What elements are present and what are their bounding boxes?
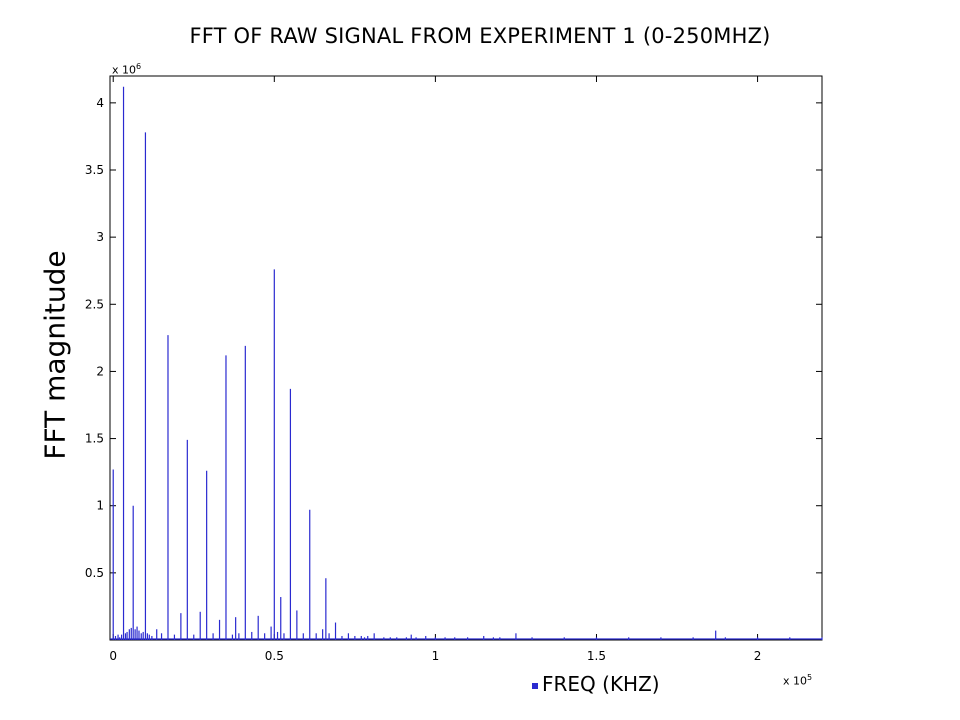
x-tick-label: 2: [754, 649, 762, 663]
y-tick-label: 3.5: [85, 163, 104, 177]
y-tick-label: 4: [96, 96, 104, 110]
chart-title: FFT OF RAW SIGNAL FROM EXPERIMENT 1 (0-2…: [189, 24, 771, 48]
plot-frame: [109, 75, 823, 641]
y-multiplier: x 106: [112, 62, 142, 77]
y-tick-label: 1: [96, 499, 104, 513]
y-tick-label: 1.5: [85, 432, 104, 446]
y-tick-label: 0.5: [85, 566, 104, 580]
x-tick-label: 0.5: [265, 649, 284, 663]
legend-swatch: [532, 682, 538, 689]
y-tick-label: 3: [96, 230, 104, 244]
x-axis-label-text: FREQ (KHZ): [542, 672, 660, 696]
y-axis-label: FFT magnitude: [38, 250, 72, 460]
y-tick-label: 2: [96, 364, 104, 378]
y-tick-label: 2.5: [85, 297, 104, 311]
x-tick-label: 0: [109, 649, 117, 663]
x-tick-label: 1.5: [587, 649, 606, 663]
x-axis-label: FREQ (KHZ): [532, 672, 660, 696]
x-multiplier: x 105: [783, 673, 813, 688]
x-tick-label: 1: [432, 649, 440, 663]
